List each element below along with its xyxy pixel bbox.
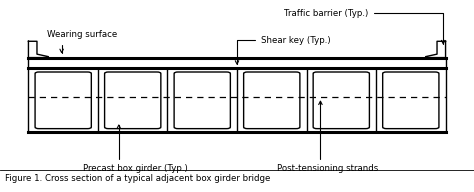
Text: Shear key (Typ.): Shear key (Typ.) [235,36,330,64]
FancyBboxPatch shape [244,72,300,129]
FancyBboxPatch shape [35,72,91,129]
FancyBboxPatch shape [174,72,230,129]
Polygon shape [28,58,446,68]
Text: Post-tensioning strands: Post-tensioning strands [277,101,379,173]
FancyBboxPatch shape [313,72,369,129]
Polygon shape [28,41,48,58]
Text: Figure 1. Cross section of a typical adjacent box girder bridge: Figure 1. Cross section of a typical adj… [5,174,270,183]
Polygon shape [426,41,446,58]
FancyBboxPatch shape [105,72,161,129]
Polygon shape [28,68,446,132]
Text: Wearing surface: Wearing surface [47,30,118,53]
Text: Traffic barrier (Typ.): Traffic barrier (Typ.) [284,9,445,44]
Text: Precast box girder (Typ.): Precast box girder (Typ.) [83,125,188,173]
FancyBboxPatch shape [383,72,439,129]
